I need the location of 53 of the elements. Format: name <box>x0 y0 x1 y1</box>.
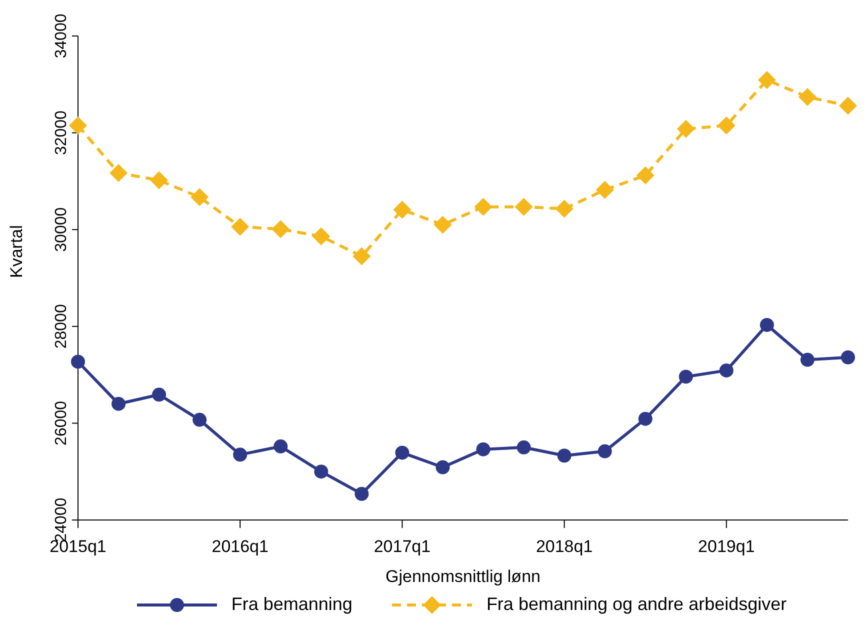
point <box>354 486 369 501</box>
point <box>190 188 209 206</box>
point <box>436 460 450 474</box>
legend-label: Fra bemanning og andre arbeidsgiver <box>486 594 787 615</box>
point <box>112 396 126 411</box>
point <box>839 96 857 115</box>
point <box>192 412 207 427</box>
point <box>596 180 614 199</box>
point <box>150 171 168 190</box>
y-tick-label: 26000 <box>53 400 70 446</box>
x-tick-label: 2016q1 <box>212 537 268 556</box>
point <box>638 412 652 426</box>
point <box>760 318 774 332</box>
point <box>476 442 490 456</box>
x-tick-label: 2018q1 <box>536 537 593 556</box>
y-axis-title: Kvartal <box>7 225 26 278</box>
x-tick-label: 2019q1 <box>698 537 755 556</box>
point <box>514 198 533 216</box>
point <box>719 363 734 378</box>
point <box>557 448 572 463</box>
point <box>69 116 87 135</box>
y-tick-label: 34000 <box>53 14 70 58</box>
x-tick-label: 2017q1 <box>374 537 431 556</box>
point <box>395 446 410 460</box>
point <box>152 388 166 402</box>
point <box>676 120 695 138</box>
point <box>274 439 288 454</box>
point <box>352 247 371 266</box>
point <box>555 200 574 218</box>
point <box>272 220 290 238</box>
point <box>678 370 693 384</box>
x-axis-title: Gjennomsnittlig lønn <box>386 567 540 586</box>
point <box>312 227 330 246</box>
point <box>233 448 248 462</box>
point <box>434 216 452 234</box>
point <box>231 218 250 236</box>
point <box>110 164 128 182</box>
point <box>758 71 776 90</box>
point <box>71 354 85 369</box>
y-tick-label: 28000 <box>53 304 70 349</box>
point <box>314 464 328 479</box>
point <box>800 352 814 367</box>
legend-label: Fra bemanning <box>231 594 352 615</box>
point <box>841 350 855 364</box>
point <box>598 444 612 458</box>
point <box>516 440 531 454</box>
point <box>798 88 816 106</box>
point <box>717 116 736 135</box>
point <box>474 198 492 216</box>
y-tick-label: 32000 <box>53 110 70 156</box>
y-tick-label: 30000 <box>53 207 70 252</box>
point <box>393 200 412 219</box>
point <box>636 166 654 184</box>
